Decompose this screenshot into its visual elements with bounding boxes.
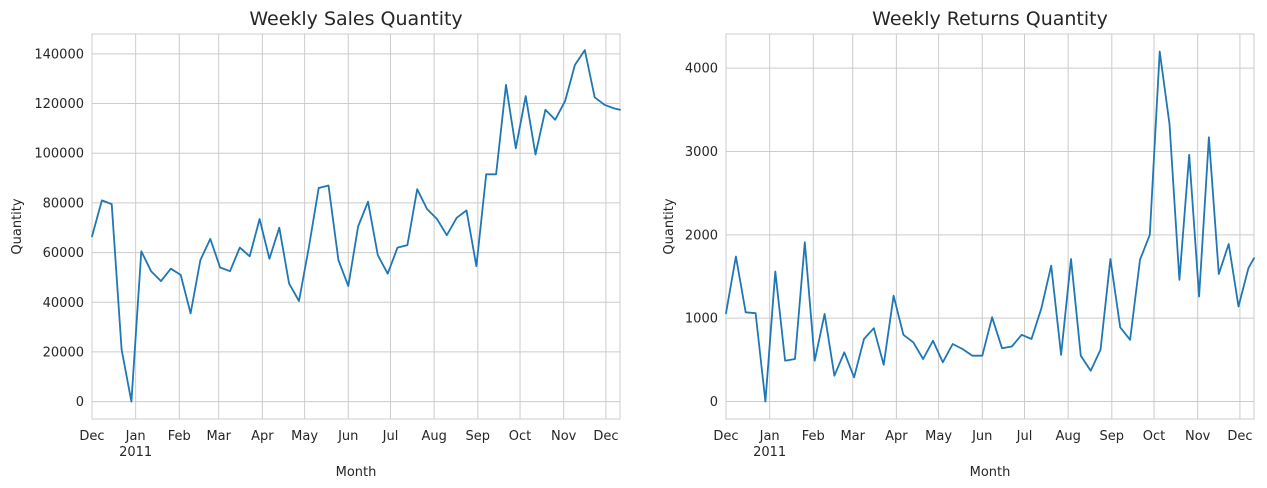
x-tick-label: May [925, 429, 952, 444]
x-tick-label: Mar [206, 429, 231, 444]
x-tick-label: Dec [79, 429, 104, 444]
x-tick-label: Jul [382, 429, 399, 444]
x-tick-label: Aug [1055, 429, 1080, 444]
y-tick-label: 100000 [34, 147, 84, 162]
y-tick-label: 1000 [685, 312, 718, 327]
x-tick-label: Jul [1016, 429, 1033, 444]
x-tick-label: Dec [1227, 429, 1252, 444]
y-tick-label: 2000 [685, 228, 718, 243]
y-axis-label: Quantity [662, 198, 677, 254]
y-tick-label: 20000 [43, 345, 84, 360]
x-tick-label: Apr [251, 429, 274, 444]
x-tick-label: Sep [1100, 429, 1125, 444]
chart-panel-2: Dec Jan Feb Mar Apr May Jun Jul Aug Sep Oct Nov Dec 2… [662, 8, 1255, 480]
x-axis-label: Month [336, 465, 377, 480]
x-year-label: 2011 [119, 445, 152, 460]
x-tick-label: Dec [713, 429, 738, 444]
x-tick-label: Jun [337, 429, 358, 444]
y-tick-label: 0 [710, 395, 718, 410]
chart-title: Weekly Sales Quantity [249, 8, 462, 30]
y-axis-label: Quantity [10, 198, 25, 254]
y-tick-label: 60000 [43, 246, 84, 261]
x-tick-label: Feb [168, 429, 191, 444]
y-tick-label: 80000 [43, 196, 84, 211]
series-line [725, 50, 1255, 403]
x-tick-label: Jan [125, 429, 146, 444]
x-tick-label: Nov [1185, 429, 1211, 444]
x-tick-label: Dec [593, 429, 618, 444]
y-tick-label: 0 [76, 395, 84, 410]
series-line [91, 49, 621, 403]
x-tick-label: Mar [840, 429, 865, 444]
chart-title: Weekly Returns Quantity [872, 8, 1108, 30]
x-tick-label: Nov [551, 429, 577, 444]
y-tick-label: 3000 [685, 145, 718, 160]
y-tick-label: 40000 [43, 296, 84, 311]
x-tick-label: Aug [421, 429, 446, 444]
x-axis-label: Month [970, 465, 1011, 480]
y-tick-label: 140000 [34, 47, 84, 62]
plot-frame [725, 33, 1255, 420]
x-tick-label: Jun [971, 429, 992, 444]
x-tick-label: May [291, 429, 318, 444]
y-tick-label: 4000 [685, 62, 718, 77]
x-tick-label: Jan [759, 429, 780, 444]
x-tick-label: Oct [509, 429, 531, 444]
x-tick-label: Apr [885, 429, 908, 444]
x-tick-label: Sep [466, 429, 491, 444]
plot-frame [91, 33, 621, 420]
x-tick-label: Feb [802, 429, 825, 444]
chart-panel-1: Dec Jan Feb Mar Apr May Jun Jul Aug Sep Oct Nov Dec 2… [10, 8, 621, 480]
x-tick-label: Oct [1143, 429, 1165, 444]
y-tick-label: 120000 [34, 97, 84, 112]
x-year-label: 2011 [753, 445, 786, 460]
